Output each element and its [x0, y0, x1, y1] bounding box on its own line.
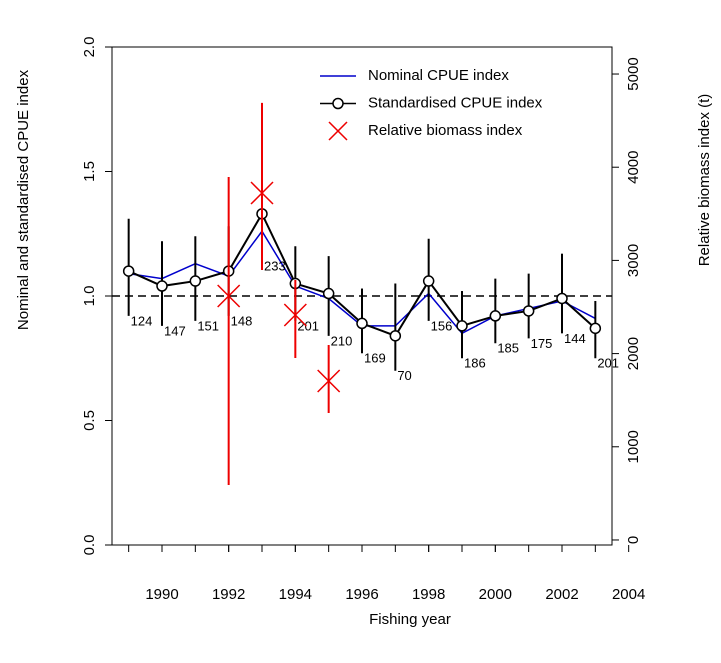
- x-axis-title: Fishing year: [369, 611, 451, 628]
- point: [522, 305, 535, 317]
- y2-tick-label: 2000: [625, 337, 642, 370]
- y-tick-label: 1.5: [81, 161, 98, 182]
- y-tick-label: 2.0: [81, 37, 98, 58]
- point-cross: [317, 369, 341, 393]
- legend-label: Nominal CPUE index: [368, 67, 509, 84]
- point: [122, 265, 135, 277]
- sample-size-label: 210: [331, 333, 353, 348]
- y2-tick-label: 3000: [625, 244, 642, 277]
- x-tick-label: 2002: [545, 586, 578, 603]
- legend-label: Standardised CPUE index: [368, 94, 543, 111]
- point: [189, 275, 202, 287]
- sample-size-label: 169: [364, 351, 386, 366]
- point: [556, 292, 568, 305]
- y2-tick-label: 5000: [625, 57, 642, 90]
- sample-size-label: 233: [264, 259, 286, 274]
- y2-axis-title: Relative biomass index (t): [696, 94, 713, 267]
- sample-size-label: 156: [431, 318, 453, 333]
- sample-size-label: 151: [197, 318, 219, 333]
- sample-size-label: 186: [464, 356, 486, 371]
- x-tick-label: 1996: [345, 586, 378, 603]
- y2-tick-label: 1000: [625, 430, 642, 463]
- y2-tick-label: 4000: [625, 151, 642, 184]
- point: [589, 322, 602, 335]
- point: [389, 330, 402, 342]
- x-tick-label: 1992: [212, 586, 245, 603]
- sample-size-label: 148: [231, 313, 253, 328]
- point-cross: [217, 284, 241, 308]
- x-tick-label: 2004: [612, 586, 645, 603]
- y2-tick-label: 0: [625, 536, 642, 544]
- sample-size-label: 175: [531, 336, 553, 351]
- x-tick-label: 1998: [412, 586, 445, 603]
- y-tick-label: 0.0: [81, 535, 98, 556]
- legend-label: Relative biomass index: [368, 122, 523, 139]
- x-tick-label: 1990: [145, 586, 178, 603]
- x-tick-label: 2000: [479, 586, 512, 603]
- sample-size-label: 201: [597, 356, 619, 371]
- sample-size-label: 70: [397, 368, 411, 383]
- y-tick-label: 1.0: [81, 286, 98, 307]
- sample-size-label: 144: [564, 331, 586, 346]
- point-cross: [250, 181, 274, 205]
- legend-swatch: [328, 121, 348, 141]
- point: [322, 287, 335, 300]
- point-cross: [283, 303, 307, 327]
- point: [422, 275, 435, 287]
- legend-swatch: [332, 97, 344, 110]
- point: [489, 310, 502, 322]
- y-tick-label: 0.5: [81, 410, 98, 431]
- point: [156, 280, 168, 292]
- sample-size-label: 185: [497, 341, 519, 356]
- sample-size-label: 147: [164, 323, 186, 338]
- point: [356, 317, 368, 330]
- point: [456, 320, 468, 332]
- sample-size-label: 124: [131, 313, 153, 328]
- y-axis-title: Nominal and standardised CPUE index: [15, 69, 32, 330]
- x-tick-label: 1994: [279, 586, 312, 603]
